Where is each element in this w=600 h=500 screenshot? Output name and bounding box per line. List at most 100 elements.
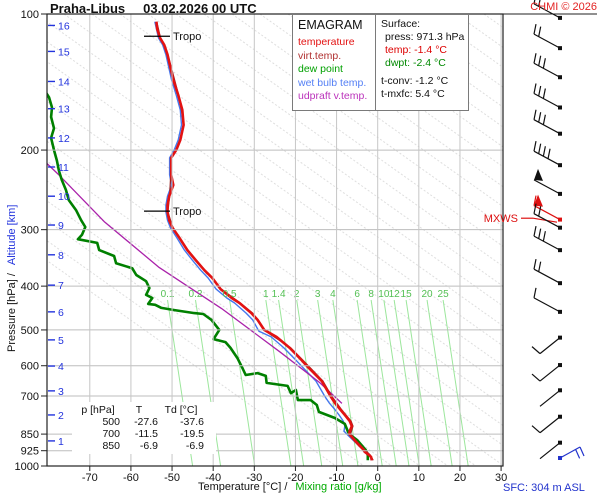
wind-barb	[539, 388, 562, 407]
temperature-tick-label: -10	[329, 472, 345, 484]
y-axis-title-altitude: Altitude [km]	[6, 204, 18, 266]
wind-barb-feather	[538, 143, 542, 154]
pressure-tick-label: 925	[21, 446, 39, 458]
wind-barb-feather	[542, 58, 546, 69]
pressure-tick-label: 200	[21, 145, 39, 157]
pressure-tick-label: 600	[21, 361, 39, 373]
temperature-tick-label: -20	[287, 472, 303, 484]
wind-barb-staff	[533, 62, 561, 78]
wind-barb-staff	[539, 442, 561, 460]
altitude-tick-label: 11	[58, 162, 69, 174]
wind-barb	[533, 83, 562, 110]
wind-barb-feather	[533, 24, 537, 35]
table-cell: Td [°C]	[164, 404, 198, 416]
altitude-tick-label: 9	[58, 220, 64, 232]
pressure-tick-label: 1000	[15, 461, 39, 473]
wind-barb-staff	[533, 268, 561, 284]
wind-barb-staff	[533, 297, 561, 313]
wind-barb-feather	[538, 206, 542, 217]
table-cell: -27.6	[134, 416, 158, 428]
mixing-ratio-label: 10	[378, 289, 390, 300]
wind-barb-flag	[534, 168, 543, 181]
pressure-tick-label: 700	[21, 391, 39, 403]
wind-barb-feather	[542, 146, 546, 157]
mixing-ratio-label: 12	[389, 289, 401, 300]
altitude-tick-label: 14	[58, 76, 70, 88]
wind-barb-feather	[531, 373, 541, 382]
temperature-curve	[155, 21, 374, 461]
temperature-tick-label: -30	[246, 472, 262, 484]
wind-barb-feather	[533, 259, 537, 270]
mixing-ratio-label: 1	[263, 289, 269, 300]
x-axis-title-mixing-ratio: Mixing ratio [g/kg]	[295, 481, 382, 493]
dry-adiabat-line	[455, 14, 503, 49]
sounding-datetime: 03.02.2026 00 UTC	[143, 1, 257, 16]
mixing-ratio-line	[393, 299, 420, 466]
wind-barb-feather	[538, 55, 542, 66]
wind-barb	[531, 335, 562, 355]
wind-barb-feather	[538, 0, 541, 7]
legend-title: EMAGRAM	[298, 18, 363, 32]
wind-barb	[533, 109, 562, 136]
wind-barb-staff	[533, 119, 561, 135]
mixing-ratio-label: 4	[330, 289, 336, 300]
wind-barb-staff	[559, 446, 581, 459]
x-axis-title: Temperature [°C] / Mixing ratio [g/kg]	[198, 481, 382, 493]
table-cell: -11.5	[134, 428, 158, 440]
wind-barb-feather	[542, 114, 546, 125]
pressure-tick-label: 500	[21, 325, 39, 337]
wind-barb-feather	[533, 53, 537, 64]
mixing-ratio-label: 15	[401, 289, 413, 300]
updraft-virtual-temperature-curve	[47, 162, 343, 404]
temperature-tick-label: 20	[454, 472, 466, 484]
temperature-tick-label: 10	[413, 472, 425, 484]
wind-barb-staff	[533, 235, 561, 251]
wind-barb-staff	[533, 179, 561, 195]
table-cell: -6.9	[139, 440, 158, 452]
mixing-ratio-line	[370, 299, 397, 466]
wind-barb-staff	[533, 150, 561, 166]
altitude-tick-label: 3	[58, 386, 64, 398]
wind-barb-feather	[533, 141, 537, 152]
station-name: Praha-Libus	[50, 1, 126, 16]
surface-temperature: temp: -1.4 °C	[385, 44, 447, 56]
wind-barb-feather	[533, 226, 537, 237]
wind-barb-staff	[533, 213, 561, 229]
mixing-ratio-line	[317, 299, 344, 466]
wind-barb-staff	[539, 364, 561, 382]
wind-barb-staff	[533, 205, 561, 221]
mixing-ratio-label: 1.4	[272, 289, 286, 300]
mixing-ratio-line	[442, 299, 469, 466]
mixing-ratio-line	[426, 299, 453, 466]
dry-adiabat-line	[512, 14, 600, 466]
wind-barb	[533, 168, 562, 196]
tropopause-label: Tropo	[173, 206, 201, 218]
wind-barb-feather	[538, 26, 542, 37]
wind-barb-feather	[533, 109, 537, 120]
wind-barb	[558, 446, 585, 460]
legend-item: udpraft v.temp.	[298, 90, 368, 102]
legend-items: temperature virt.temp. dew point wet bulb t…	[298, 36, 370, 104]
legend-item: wet bulb temp.	[298, 76, 367, 89]
wind-barb-staff	[533, 33, 561, 49]
altitude-tick-label: 15	[58, 46, 70, 58]
mixing-ratio-line	[194, 299, 222, 466]
temperature-tick-label: 30	[495, 472, 507, 484]
y-axis-title-pressure: Pressure [hPa] /	[6, 273, 18, 352]
mixing-ratio-label: 3	[315, 289, 321, 300]
surface-elevation-note: SFC: 304 m ASL	[503, 482, 585, 494]
mixing-ratio-label: 20	[421, 289, 433, 300]
legend-panel: EMAGRAM temperature virt.temp. dew point we…	[292, 14, 376, 111]
table-cell: p [hPa]	[81, 404, 115, 416]
wind-barb-staff	[539, 416, 561, 434]
temperature-tick-label: -60	[123, 472, 139, 484]
table-header-row: p [hPa] T Td [°C]	[76, 404, 212, 416]
altitude-tick-label: 8	[58, 250, 64, 262]
mixing-ratio-label: 8	[368, 289, 374, 300]
wind-barb-feather	[538, 228, 542, 239]
altitude-tick-label: 1	[58, 436, 64, 448]
altitude-tick-label: 10	[58, 191, 70, 203]
wind-barb-staff	[539, 389, 561, 407]
wind-barb	[533, 24, 562, 51]
